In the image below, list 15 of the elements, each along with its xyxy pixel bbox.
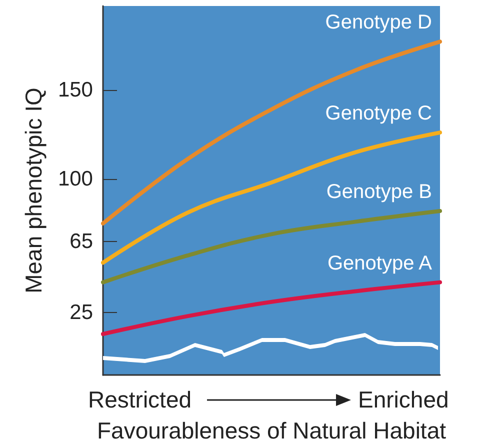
series-label: Genotype A — [327, 252, 433, 274]
line-series — [101, 280, 442, 336]
line-series — [101, 40, 442, 226]
series-label: Genotype B — [326, 181, 432, 203]
y-axis-title: Mean phenotypic IQ — [20, 88, 46, 294]
y-tick-label: 65 — [70, 230, 93, 253]
text: Restricted — [88, 386, 192, 412]
y-tick-label: 150 — [58, 78, 93, 102]
y-tick-label: 25 — [70, 301, 93, 324]
x-axis-title: Favourableness of Natural Habitat — [96, 418, 447, 444]
series-label: Genotype C — [325, 102, 432, 125]
series-label: Genotype D — [325, 12, 432, 34]
y-tick-label: 100 — [58, 167, 93, 190]
line-series — [101, 209, 442, 284]
text: Enriched — [358, 386, 449, 412]
